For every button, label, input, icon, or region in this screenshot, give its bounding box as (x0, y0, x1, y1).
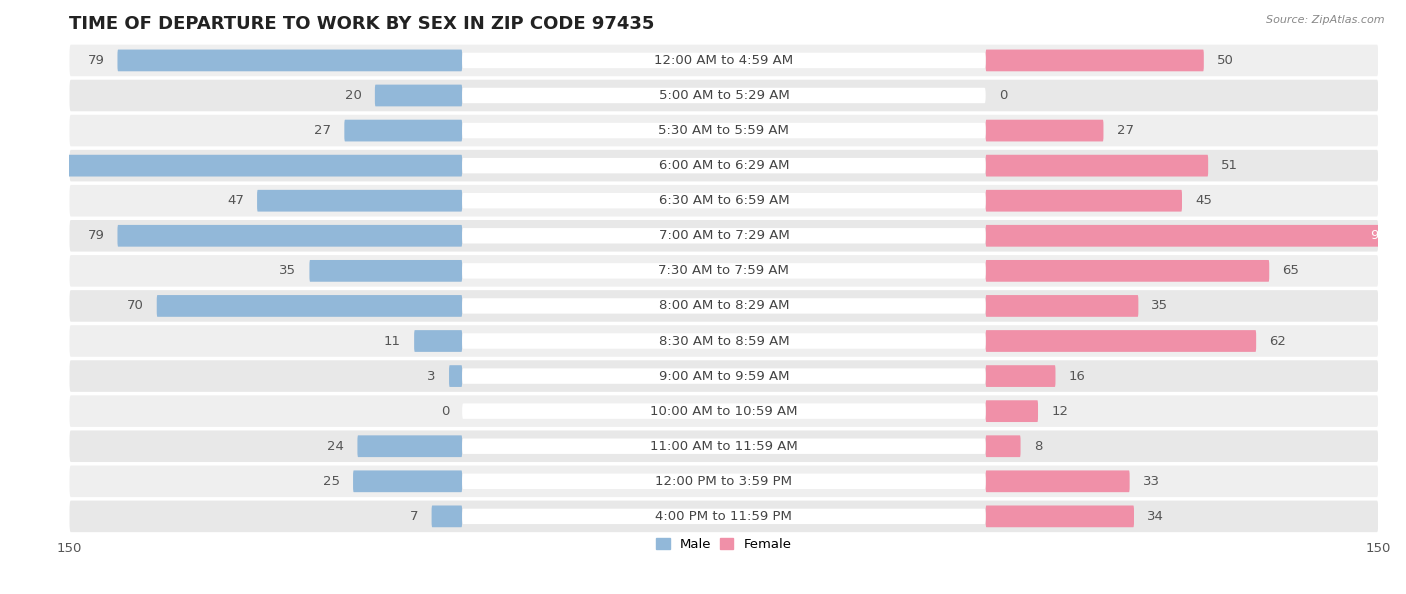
FancyBboxPatch shape (353, 470, 463, 492)
FancyBboxPatch shape (69, 185, 1378, 216)
Text: 11: 11 (384, 334, 401, 347)
FancyBboxPatch shape (463, 158, 986, 173)
FancyBboxPatch shape (986, 330, 1256, 352)
FancyBboxPatch shape (449, 365, 463, 387)
FancyBboxPatch shape (357, 435, 463, 457)
Text: 79: 79 (87, 54, 104, 67)
Text: 24: 24 (328, 440, 344, 453)
Text: 20: 20 (344, 89, 361, 102)
FancyBboxPatch shape (986, 435, 1021, 457)
Text: 6:30 AM to 6:59 AM: 6:30 AM to 6:59 AM (658, 194, 789, 207)
FancyBboxPatch shape (118, 49, 463, 71)
FancyBboxPatch shape (986, 190, 1182, 211)
Text: 12: 12 (1052, 405, 1069, 418)
Text: 0: 0 (440, 405, 449, 418)
Text: 16: 16 (1069, 369, 1085, 383)
FancyBboxPatch shape (986, 260, 1270, 282)
Text: 65: 65 (1282, 264, 1299, 277)
Text: 7: 7 (411, 510, 419, 523)
Text: 5:00 AM to 5:29 AM: 5:00 AM to 5:29 AM (658, 89, 789, 102)
Text: 96: 96 (1371, 229, 1388, 242)
FancyBboxPatch shape (69, 326, 1378, 357)
Text: 8:30 AM to 8:59 AM: 8:30 AM to 8:59 AM (658, 334, 789, 347)
FancyBboxPatch shape (69, 255, 1378, 287)
FancyBboxPatch shape (344, 120, 463, 141)
FancyBboxPatch shape (986, 120, 1104, 141)
Text: 70: 70 (127, 299, 143, 312)
Text: 109: 109 (4, 159, 30, 172)
FancyBboxPatch shape (986, 155, 1208, 176)
Text: 8:00 AM to 8:29 AM: 8:00 AM to 8:29 AM (658, 299, 789, 312)
FancyBboxPatch shape (986, 505, 1135, 527)
Text: 33: 33 (1143, 475, 1160, 488)
Legend: Male, Female: Male, Female (651, 533, 797, 557)
FancyBboxPatch shape (69, 290, 1378, 322)
Text: 10:00 AM to 10:59 AM: 10:00 AM to 10:59 AM (650, 405, 797, 418)
FancyBboxPatch shape (986, 49, 1204, 71)
FancyBboxPatch shape (463, 123, 986, 138)
FancyBboxPatch shape (986, 400, 1038, 422)
FancyBboxPatch shape (463, 193, 986, 208)
Text: 25: 25 (323, 475, 340, 488)
FancyBboxPatch shape (69, 220, 1378, 252)
FancyBboxPatch shape (257, 190, 463, 211)
FancyBboxPatch shape (463, 473, 986, 489)
Text: 0: 0 (998, 89, 1007, 102)
Text: 9:00 AM to 9:59 AM: 9:00 AM to 9:59 AM (658, 369, 789, 383)
Text: Source: ZipAtlas.com: Source: ZipAtlas.com (1267, 15, 1385, 25)
FancyBboxPatch shape (463, 263, 986, 279)
Text: 7:00 AM to 7:29 AM: 7:00 AM to 7:29 AM (658, 229, 789, 242)
Text: 62: 62 (1270, 334, 1286, 347)
FancyBboxPatch shape (415, 330, 463, 352)
FancyBboxPatch shape (118, 225, 463, 247)
Text: 35: 35 (280, 264, 297, 277)
FancyBboxPatch shape (69, 466, 1378, 497)
Text: 12:00 PM to 3:59 PM: 12:00 PM to 3:59 PM (655, 475, 793, 488)
FancyBboxPatch shape (69, 361, 1378, 392)
FancyBboxPatch shape (463, 333, 986, 349)
Text: 35: 35 (1152, 299, 1168, 312)
FancyBboxPatch shape (463, 438, 986, 454)
FancyBboxPatch shape (309, 260, 463, 282)
FancyBboxPatch shape (986, 365, 1056, 387)
FancyBboxPatch shape (432, 505, 463, 527)
FancyBboxPatch shape (986, 470, 1129, 492)
Text: 3: 3 (427, 369, 436, 383)
Text: 45: 45 (1195, 194, 1212, 207)
Text: TIME OF DEPARTURE TO WORK BY SEX IN ZIP CODE 97435: TIME OF DEPARTURE TO WORK BY SEX IN ZIP … (69, 15, 655, 33)
FancyBboxPatch shape (69, 431, 1378, 462)
FancyBboxPatch shape (69, 115, 1378, 146)
Text: 34: 34 (1147, 510, 1164, 523)
Text: 4:00 PM to 11:59 PM: 4:00 PM to 11:59 PM (655, 510, 793, 523)
Text: 8: 8 (1033, 440, 1042, 453)
FancyBboxPatch shape (986, 295, 1139, 317)
FancyBboxPatch shape (463, 403, 986, 419)
FancyBboxPatch shape (69, 45, 1378, 76)
Text: 11:00 AM to 11:59 AM: 11:00 AM to 11:59 AM (650, 440, 797, 453)
FancyBboxPatch shape (375, 84, 463, 106)
FancyBboxPatch shape (156, 295, 463, 317)
Text: 12:00 AM to 4:59 AM: 12:00 AM to 4:59 AM (654, 54, 793, 67)
FancyBboxPatch shape (463, 228, 986, 244)
FancyBboxPatch shape (463, 53, 986, 68)
FancyBboxPatch shape (463, 368, 986, 384)
FancyBboxPatch shape (69, 80, 1378, 111)
Text: 47: 47 (228, 194, 245, 207)
FancyBboxPatch shape (69, 396, 1378, 427)
Text: 5:30 AM to 5:59 AM: 5:30 AM to 5:59 AM (658, 124, 789, 137)
Text: 27: 27 (315, 124, 332, 137)
Text: 79: 79 (87, 229, 104, 242)
Text: 51: 51 (1222, 159, 1239, 172)
FancyBboxPatch shape (463, 88, 986, 103)
FancyBboxPatch shape (69, 150, 1378, 181)
Text: 6:00 AM to 6:29 AM: 6:00 AM to 6:29 AM (658, 159, 789, 172)
FancyBboxPatch shape (463, 508, 986, 524)
FancyBboxPatch shape (69, 501, 1378, 532)
FancyBboxPatch shape (0, 155, 463, 176)
Text: 7:30 AM to 7:59 AM: 7:30 AM to 7:59 AM (658, 264, 789, 277)
FancyBboxPatch shape (986, 225, 1405, 247)
Text: 27: 27 (1116, 124, 1133, 137)
Text: 50: 50 (1216, 54, 1234, 67)
FancyBboxPatch shape (463, 298, 986, 314)
